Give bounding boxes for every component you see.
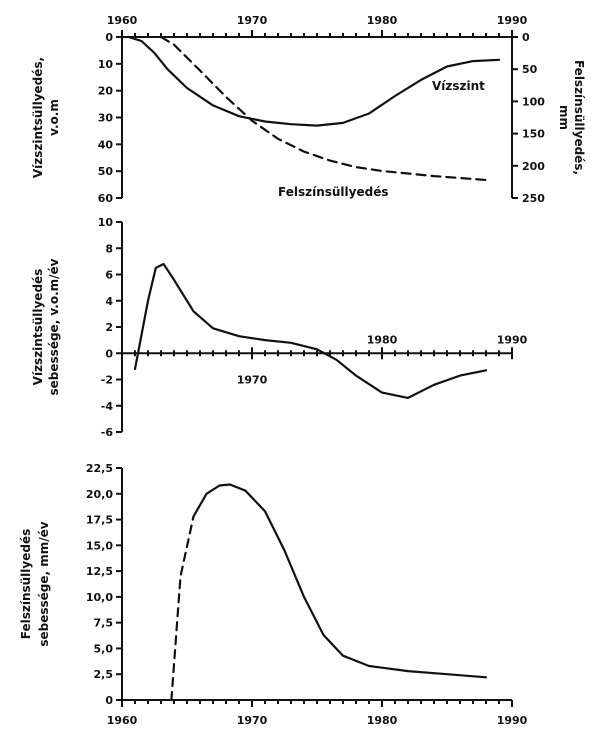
series-line-subsidence-rate-dashed — [170, 515, 195, 702]
series-line-vizszint — [127, 35, 501, 127]
y-tick-label: 15,0 — [86, 539, 113, 552]
y-left-axis-title-line2: v.o.m — [47, 99, 61, 136]
y-right-tick-label: 0 — [522, 31, 530, 44]
y-axis-title-line2: sebessége, v.o.m/év — [47, 258, 61, 395]
panel-water-level-and-subsidence: 1960 1970 1980 1990 0 10 20 30 40 50 60 0 50 100 150 20… — [31, 14, 586, 205]
y-tick-label: 4 — [105, 295, 113, 308]
y-left-tick-label: 60 — [98, 192, 114, 205]
y-axis-title-line2: sebessége, mm/év — [37, 521, 51, 646]
x-tick-label: 1980 — [367, 333, 398, 346]
y-right-axis-title-line1: Felszínsüllyedés, — [572, 60, 586, 175]
y-axis-title-line1: Felszínsüllyedés — [19, 529, 33, 640]
y-tick-label: 5,0 — [94, 642, 114, 655]
x-tick-label: 1990 — [497, 333, 528, 346]
y-tick-label: 12,5 — [86, 565, 113, 578]
y-tick-label: -4 — [101, 400, 114, 413]
y-tick-label: -2 — [101, 374, 113, 387]
y-tick-label: 0 — [105, 694, 113, 707]
y-tick-label: -6 — [101, 426, 114, 439]
y-left-tick-label: 10 — [98, 58, 114, 71]
y-left-tick-label: 30 — [98, 112, 114, 125]
y-tick-label: 20,0 — [86, 488, 113, 501]
y-right-tick-label: 200 — [522, 160, 545, 173]
x-tick-label: 1970 — [237, 14, 268, 27]
annotation-felszinsullyedes: Felszínsüllyedés — [278, 185, 389, 199]
y-tick-label: 10 — [98, 216, 114, 229]
y-tick-label: 2 — [105, 321, 113, 334]
y-tick-label: 2,5 — [94, 668, 114, 681]
panel-water-level-rate: 10 8 6 4 2 0 -2 -4 -6 1970 1980 1990 Vízszintsüllyed… — [31, 216, 528, 439]
y-left-tick-label: 40 — [98, 138, 114, 151]
y-tick-label: 6 — [105, 269, 113, 282]
y-left-tick-label: 50 — [98, 165, 114, 178]
x-tick-label: 1980 — [367, 714, 398, 727]
y-tick-label: 8 — [105, 242, 113, 255]
x-tick-label: 1990 — [497, 14, 528, 27]
x-tick-label: 1960 — [107, 14, 138, 27]
y-left-tick-label: 20 — [98, 85, 114, 98]
y-tick-label: 10,0 — [86, 591, 113, 604]
series-line-felszinsullyedes — [159, 35, 488, 182]
x-tick-label: 1970 — [237, 373, 268, 386]
y-tick-label: 17,5 — [86, 514, 113, 527]
y-left-axis-title-line1: Vízszintsüllyedés, — [31, 57, 45, 178]
y-tick-label: 7,5 — [94, 617, 114, 630]
series-line-subsidence-rate — [192, 483, 488, 679]
series-line-water-level-rate — [133, 262, 488, 399]
x-tick-label: 1970 — [237, 714, 268, 727]
y-right-axis-title-line2: mm — [557, 105, 571, 130]
y-right-tick-label: 50 — [522, 63, 538, 76]
y-right-tick-label: 150 — [522, 128, 545, 141]
y-tick-label: 22,5 — [86, 462, 113, 475]
y-tick-label: 0 — [105, 347, 113, 360]
x-tick-label: 1980 — [367, 14, 398, 27]
annotation-vizszint: Vízszint — [432, 79, 485, 93]
x-tick-label: 1990 — [497, 714, 528, 727]
panel-subsidence-rate: 22,5 20,0 17,5 15,0 12,5 10,0 7,5 5,0 2,5 0 1960 19… — [19, 462, 528, 727]
y-right-tick-label: 250 — [522, 192, 545, 205]
y-right-tick-label: 100 — [522, 95, 545, 108]
x-tick-label: 1960 — [107, 714, 138, 727]
y-left-tick-label: 0 — [105, 31, 113, 44]
y-axis-title-line1: Vízszintsüllyedés — [31, 269, 45, 386]
